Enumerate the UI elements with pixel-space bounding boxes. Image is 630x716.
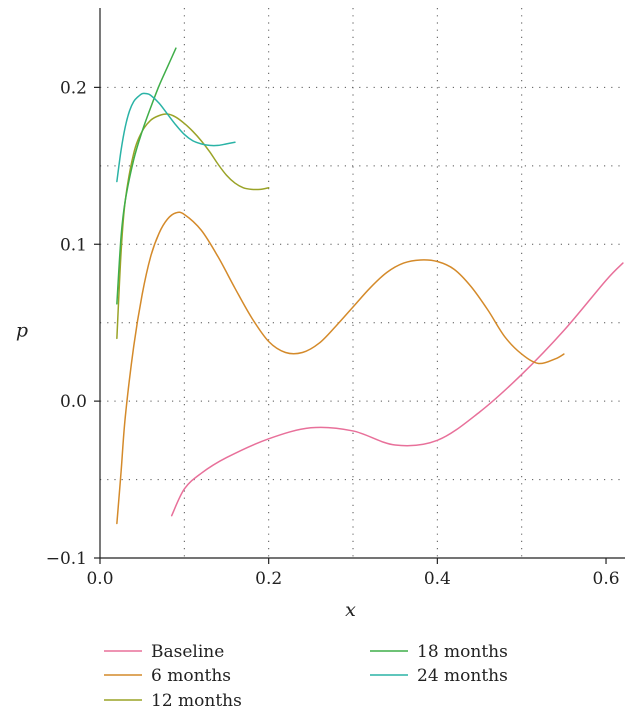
x-tick-label: 0.0 — [86, 569, 113, 589]
series-line-4 — [116, 47, 177, 305]
axes — [99, 8, 625, 559]
series-line-1 — [170, 262, 624, 517]
x-tick-label: 0.4 — [424, 569, 451, 589]
series-line-5 — [116, 92, 236, 183]
legend-item: 6 months — [104, 666, 231, 686]
legend-label: 24 months — [417, 666, 508, 686]
y-tick-label: −0.1 — [46, 549, 87, 569]
y-tick-label: 0.1 — [60, 235, 87, 255]
series-line-3 — [116, 113, 270, 340]
legend-label: Baseline — [151, 642, 224, 662]
ticks: 0.0 0.2 0.4 0.6−0.10.00.10.2 — [46, 78, 620, 589]
series-line-2 — [116, 211, 565, 525]
y-tick-label: 0.0 — [60, 392, 87, 412]
x-axis-label: x — [345, 599, 356, 621]
legend: Baseline 6 months 12 months 18 months 24 mon… — [104, 642, 508, 711]
legend-item: 12 months — [104, 691, 242, 711]
legend-item: 18 months — [370, 642, 508, 662]
legend-item: Baseline — [104, 642, 224, 662]
legend-item: 24 months — [370, 666, 508, 686]
x-tick-label: 0.2 — [255, 569, 282, 589]
x-tick-label: 0.6 — [593, 569, 620, 589]
legend-label: 6 months — [151, 666, 231, 686]
series-lines — [116, 47, 624, 525]
y-axis-label: p — [16, 319, 28, 341]
legend-label: 18 months — [417, 642, 508, 662]
y-tick-label: 0.2 — [60, 78, 87, 98]
grid — [100, 8, 625, 558]
legend-label: 12 months — [151, 691, 242, 711]
